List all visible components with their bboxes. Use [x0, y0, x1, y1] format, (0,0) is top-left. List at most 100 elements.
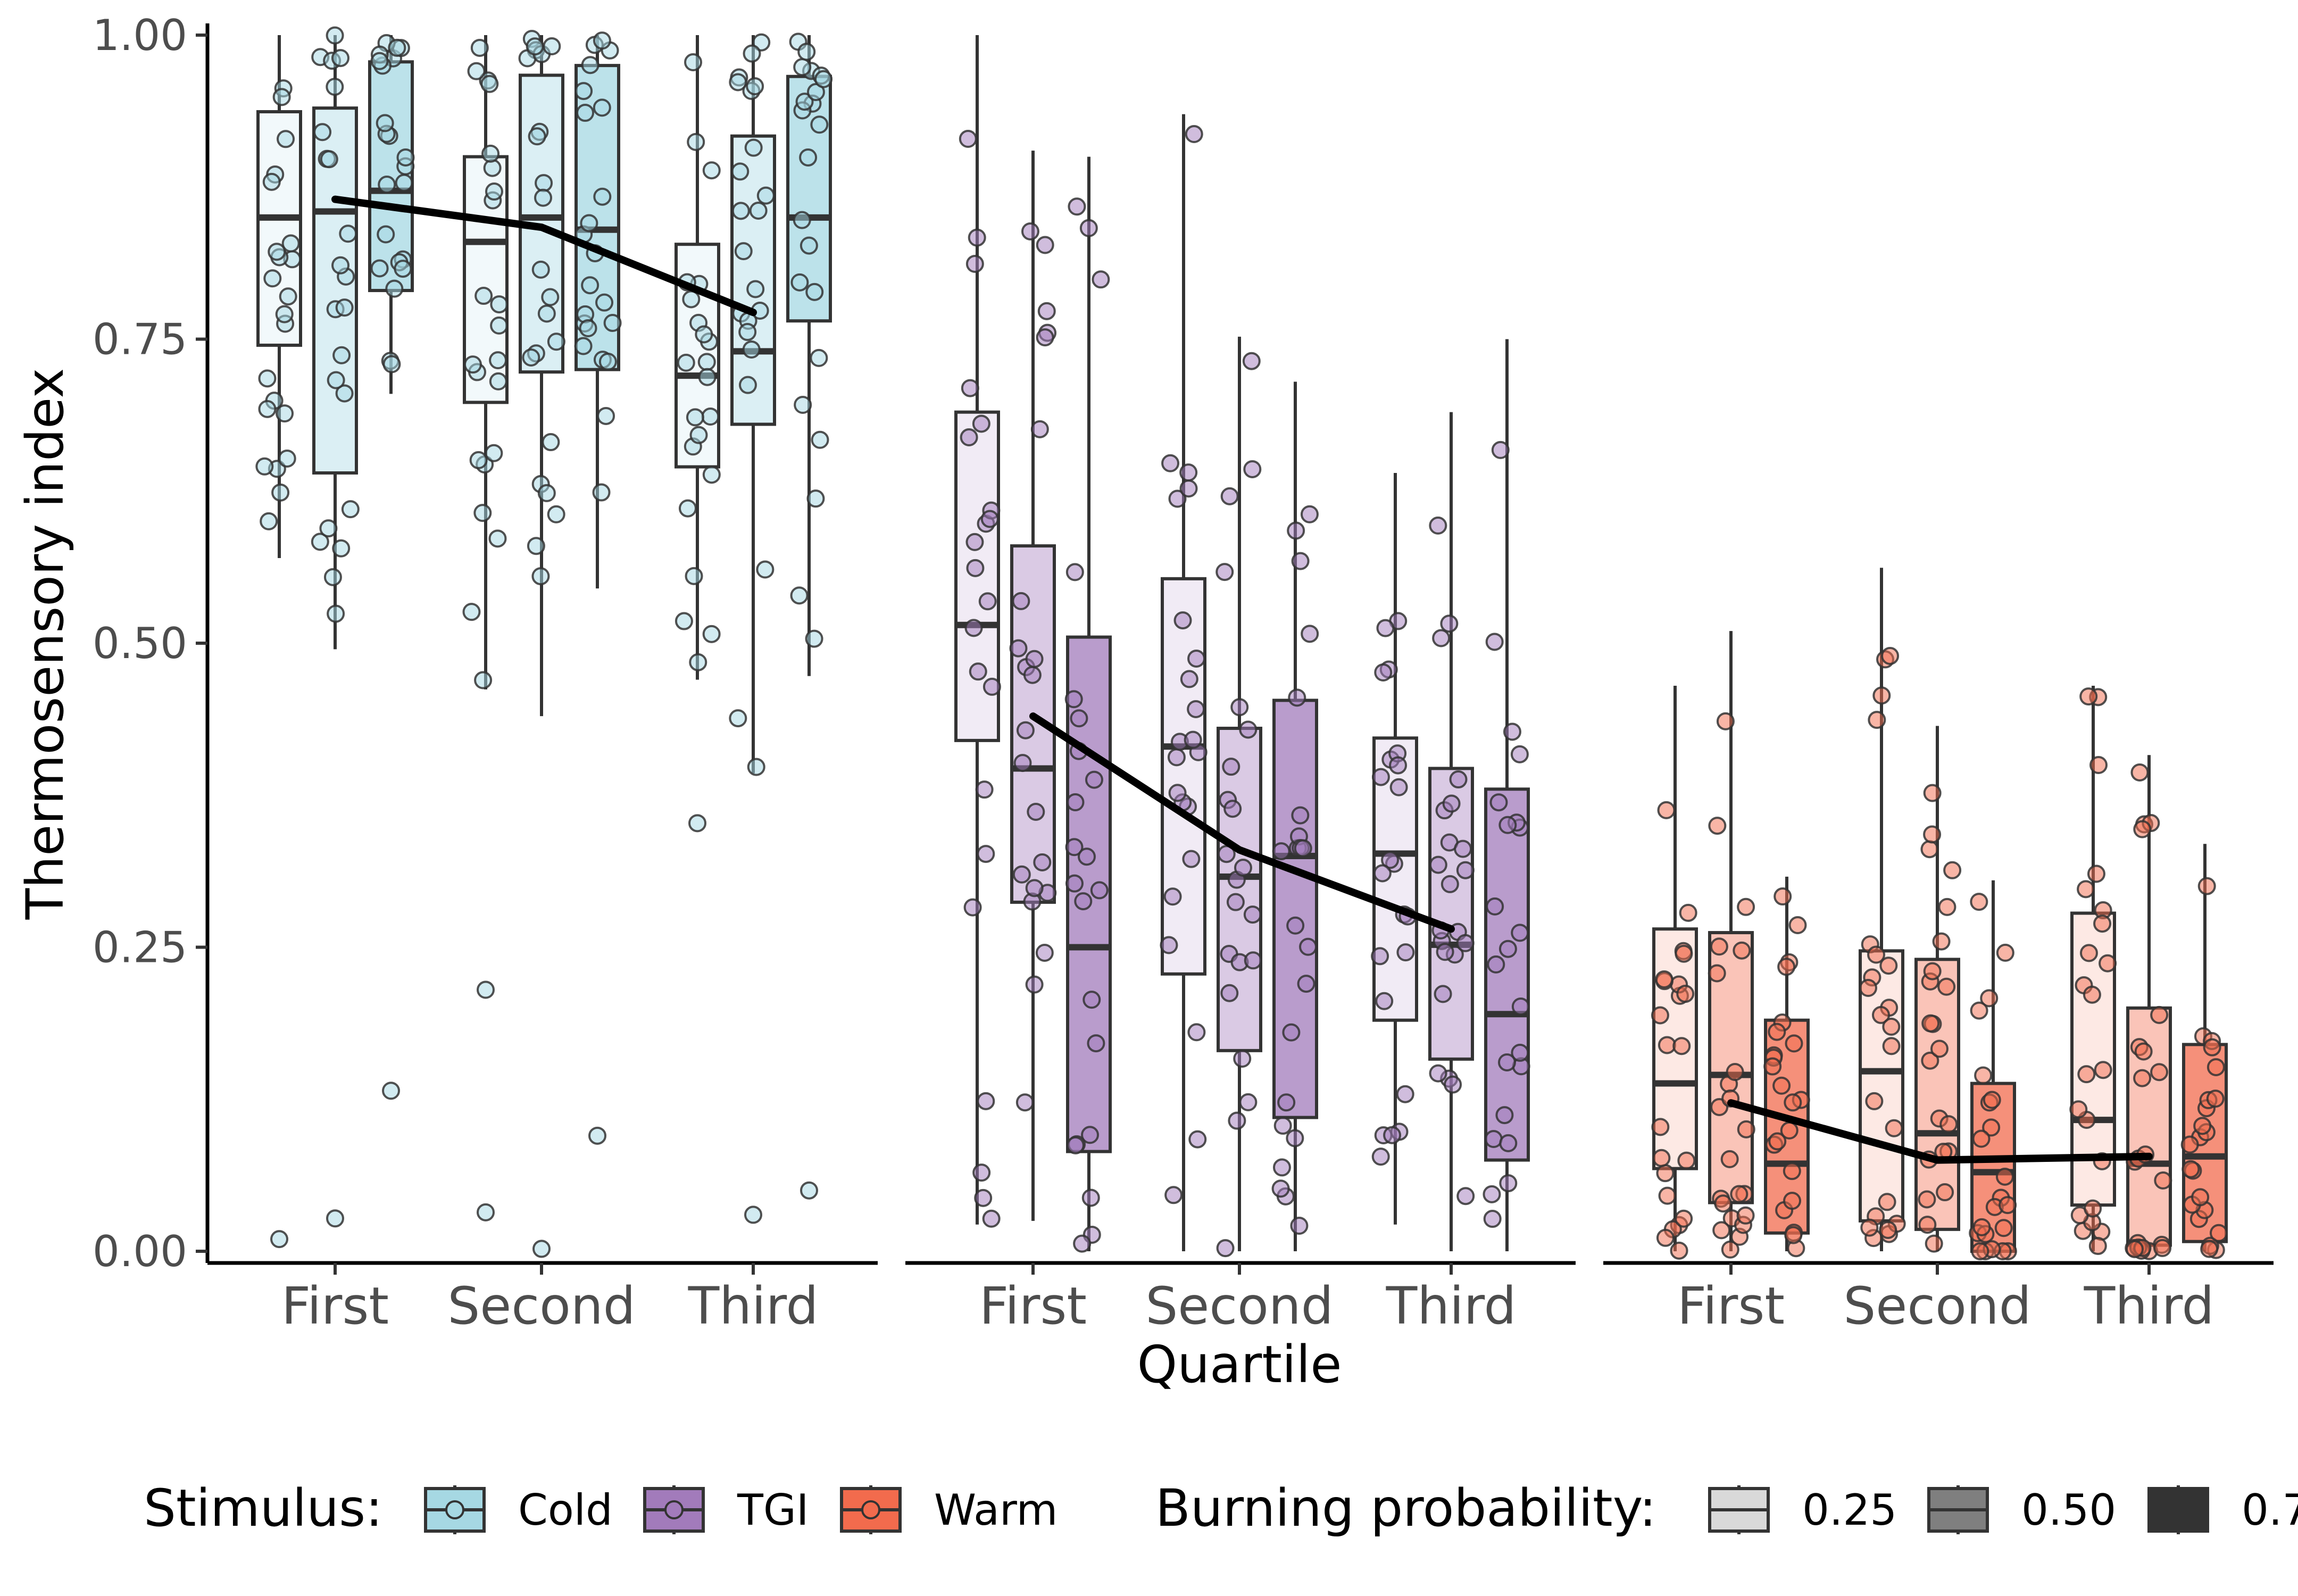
data-point	[335, 384, 354, 403]
data-point	[1721, 1240, 1739, 1259]
data-point	[574, 82, 593, 101]
data-point	[686, 408, 704, 427]
x-tick-label: Third	[1386, 1276, 1517, 1336]
data-point	[1012, 592, 1030, 610]
data-point	[1217, 845, 1236, 863]
data-point	[522, 348, 540, 367]
data-point	[463, 355, 482, 374]
data-point	[1882, 1037, 1901, 1055]
x-tick-label: First	[1677, 1276, 1785, 1336]
data-point	[1772, 1076, 1791, 1095]
data-point	[1273, 1116, 1292, 1135]
data-point	[1672, 1037, 1691, 1055]
data-point	[814, 70, 833, 88]
data-point	[1454, 839, 1472, 858]
data-point	[747, 758, 765, 776]
data-point	[1187, 700, 1205, 718]
data-point	[1025, 879, 1044, 897]
data-point	[2134, 1042, 2153, 1061]
data-point	[687, 132, 705, 151]
data-point	[1173, 611, 1192, 630]
data-point	[960, 428, 978, 447]
data-point	[1763, 1057, 1782, 1076]
data-point	[1456, 934, 1475, 952]
data-point	[793, 58, 812, 77]
data-point	[2087, 864, 2105, 883]
data-point	[1300, 505, 1319, 523]
data-point	[797, 43, 816, 61]
data-point	[2207, 1058, 2225, 1076]
data-point	[1271, 1179, 1290, 1198]
data-point	[531, 260, 550, 279]
data-point	[977, 1092, 995, 1110]
data-point	[1429, 516, 1447, 535]
data-point	[982, 1209, 1001, 1228]
data-point	[1456, 1187, 1475, 1206]
data-point	[1012, 865, 1031, 884]
data-point	[1090, 881, 1109, 900]
data-point	[277, 130, 295, 148]
data-point	[2130, 763, 2149, 782]
y-axis: 0.00 0.25 0.50 0.75 1.00	[93, 11, 210, 1276]
x-tick-label: Second	[1843, 1276, 2031, 1336]
x-tick-label: First	[979, 1276, 1087, 1336]
data-point	[1712, 1221, 1731, 1240]
data-point	[527, 537, 545, 555]
y-tick-label: 0.25	[93, 923, 187, 972]
data-point	[1085, 770, 1103, 789]
data-point	[1921, 1051, 1939, 1070]
data-point	[327, 604, 345, 623]
data-point	[1187, 649, 1206, 668]
data-point	[341, 500, 360, 519]
data-point	[1676, 985, 1695, 1003]
data-point	[595, 293, 614, 312]
legend-label: Warm	[934, 1485, 1058, 1535]
x-tick-label: First	[281, 1276, 389, 1336]
data-point	[1290, 1216, 1309, 1235]
data-point	[1074, 892, 1093, 911]
data-point	[1675, 1209, 1693, 1228]
panel-tgi: First Second Third	[905, 35, 1576, 1336]
outlier-point	[477, 980, 495, 999]
data-point	[1780, 1121, 1799, 1140]
data-point	[1163, 887, 1182, 906]
box-body	[1914, 958, 1960, 1231]
data-point	[2079, 687, 2098, 706]
data-point	[489, 372, 507, 390]
data-point	[1294, 839, 1312, 858]
data-point	[1670, 1241, 1688, 1260]
data-point	[313, 123, 332, 142]
data-point	[1784, 1226, 1803, 1244]
data-point	[467, 62, 486, 80]
data-point	[1161, 454, 1180, 472]
data-point	[2193, 1117, 2212, 1135]
data-point	[1774, 887, 1792, 906]
data-point	[1243, 905, 1262, 924]
data-point	[1243, 460, 1262, 478]
data-point	[1297, 975, 1315, 993]
data-point	[474, 287, 493, 305]
x-tick-label: Second	[447, 1276, 635, 1336]
data-point	[580, 214, 598, 232]
data-point	[695, 325, 713, 344]
data-point	[1291, 552, 1310, 570]
data-point	[806, 489, 825, 508]
data-point	[1936, 1183, 1954, 1202]
data-point	[810, 115, 829, 134]
data-point	[1288, 688, 1306, 707]
data-point	[1436, 943, 1454, 961]
data-point	[1972, 1129, 1991, 1148]
data-point	[1167, 748, 1186, 767]
data-point	[972, 414, 990, 433]
data-point	[1013, 754, 1032, 772]
legend-label: 0.7	[2242, 1485, 2298, 1535]
data-point	[1371, 1148, 1390, 1166]
data-point	[1383, 1126, 1402, 1144]
data-point	[1442, 794, 1461, 813]
y-tick-label: 0.75	[93, 315, 187, 364]
data-point	[697, 353, 716, 371]
data-point	[1983, 1091, 2001, 1109]
data-point	[980, 510, 999, 528]
data-point	[805, 629, 823, 648]
data-point	[541, 288, 560, 306]
